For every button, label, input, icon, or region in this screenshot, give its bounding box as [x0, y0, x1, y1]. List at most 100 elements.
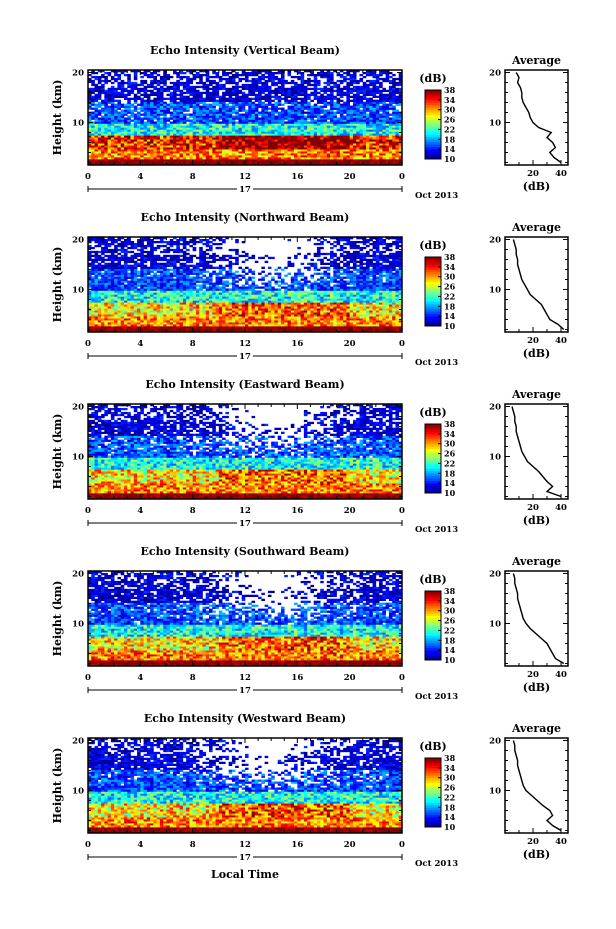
colorbar-unit-eastward: (dB): [419, 406, 446, 419]
x-tick-label-southward-3: 12: [239, 673, 251, 683]
x-tick-label-vertical-4: 16: [291, 172, 303, 182]
colorbar-tick-vertical-14: 14: [444, 144, 456, 154]
colorbar-eastward: [424, 423, 442, 494]
colorbar-tick-northward-10: 10: [444, 321, 456, 331]
average-profile-vertical: [504, 69, 569, 166]
average-profile-southward: [504, 570, 569, 667]
panel-westward: Echo Intensity (Westward Beam) 10 20 Height…: [51, 712, 569, 869]
x-tick-label-southward-0: 0: [85, 673, 91, 683]
day-label-southward: 17: [239, 686, 251, 696]
colorbar-tick-northward-22: 22: [444, 291, 455, 301]
average-y-tick-westward-10: 10: [489, 787, 501, 797]
panel-vertical: Echo Intensity (Vertical Beam) 10 20 Height…: [51, 44, 569, 201]
colorbar-unit-vertical: (dB): [419, 72, 446, 85]
average-y-tick-northward-10: 10: [489, 286, 501, 296]
colorbar-tick-eastward-34: 34: [444, 429, 456, 439]
average-x-tick-southward-40: 40: [555, 670, 567, 680]
average-x-tick-northward-20: 20: [527, 336, 539, 346]
day-label-vertical: 17: [239, 185, 251, 195]
colorbar-unit-northward: (dB): [419, 239, 446, 252]
average-x-label-westward: (dB): [523, 848, 550, 861]
x-tick-label-northward-2: 8: [190, 339, 196, 349]
colorbar-tick-eastward-38: 38: [444, 419, 456, 429]
average-y-tick-eastward-10: 10: [489, 453, 501, 463]
x-tick-label-westward-1: 4: [137, 840, 143, 850]
average-line-southward: [512, 573, 565, 665]
x-tick-label-southward-4: 16: [291, 673, 303, 683]
colorbar-tick-westward-34: 34: [444, 763, 456, 773]
y-tick-label-vertical-10: 10: [72, 119, 84, 129]
heatmap-southward: [88, 571, 403, 667]
colorbar-tick-eastward-14: 14: [444, 478, 456, 488]
colorbar-tick-southward-34: 34: [444, 596, 456, 606]
x-tick-label-eastward-5: 20: [344, 506, 356, 516]
x-tick-label-northward-1: 4: [137, 339, 143, 349]
average-y-tick-eastward-20: 20: [489, 403, 501, 413]
average-x-tick-westward-20: 20: [527, 837, 539, 847]
y-axis-label-eastward: Height (km): [51, 414, 64, 490]
panel-northward: Echo Intensity (Northward Beam) 10 20 Heigh…: [51, 211, 569, 368]
colorbar-tick-eastward-22: 22: [444, 458, 455, 468]
x-tick-label-vertical-3: 12: [239, 172, 251, 182]
colorbar-tick-westward-30: 30: [444, 773, 456, 783]
y-tick-label-westward-20: 20: [72, 737, 84, 747]
colorbar-southward: [424, 590, 442, 661]
month-label-southward: Oct 2013: [415, 692, 458, 702]
colorbar-tick-westward-18: 18: [444, 802, 456, 812]
panel-eastward: Echo Intensity (Eastward Beam) 10 20 Height…: [51, 378, 569, 535]
day-label-westward: 17: [239, 853, 251, 863]
heatmap-westward: [88, 738, 403, 834]
average-x-label-vertical: (dB): [523, 180, 550, 193]
colorbar-tick-eastward-18: 18: [444, 468, 456, 478]
x-tick-label-eastward-4: 16: [291, 506, 303, 516]
colorbar-tick-vertical-30: 30: [444, 105, 456, 115]
month-label-vertical: Oct 2013: [415, 191, 458, 201]
average-profile-northward: [504, 236, 569, 333]
y-axis-label-vertical: Height (km): [51, 80, 64, 156]
y-tick-label-southward-20: 20: [72, 570, 84, 580]
colorbar-tick-northward-38: 38: [444, 252, 456, 262]
x-tick-label-eastward-2: 8: [190, 506, 196, 516]
x-tick-label-westward-2: 8: [190, 840, 196, 850]
month-label-northward: Oct 2013: [415, 358, 458, 368]
x-tick-label-westward-6: 0: [399, 840, 405, 850]
average-x-tick-vertical-20: 20: [527, 169, 539, 179]
average-profile-eastward: [504, 403, 569, 500]
day-label-eastward: 17: [239, 519, 251, 529]
x-tick-label-eastward-1: 4: [137, 506, 143, 516]
colorbar-tick-southward-26: 26: [444, 616, 456, 626]
colorbar-unit-southward: (dB): [419, 573, 446, 586]
colorbar-tick-westward-10: 10: [444, 822, 456, 832]
x-tick-label-southward-1: 4: [137, 673, 143, 683]
average-title-eastward: Average: [511, 388, 561, 401]
colorbar-tick-eastward-26: 26: [444, 449, 456, 459]
colorbar-westward: [424, 757, 442, 828]
y-tick-label-westward-10: 10: [72, 787, 84, 797]
x-tick-label-northward-0: 0: [85, 339, 91, 349]
heatmap-northward: [88, 237, 403, 333]
x-tick-label-westward-5: 20: [344, 840, 356, 850]
day-label-northward: 17: [239, 352, 251, 362]
average-line-westward: [512, 740, 562, 832]
x-tick-label-westward-0: 0: [85, 840, 91, 850]
average-title-vertical: Average: [511, 54, 561, 67]
x-axis-label: Local Time: [211, 868, 279, 881]
average-x-label-eastward: (dB): [523, 514, 550, 527]
colorbar-tick-southward-22: 22: [444, 625, 455, 635]
colorbar-tick-westward-38: 38: [444, 753, 456, 763]
colorbar-tick-vertical-38: 38: [444, 85, 456, 95]
average-line-vertical: [515, 72, 562, 164]
chart-title-northward: Echo Intensity (Northward Beam): [141, 211, 350, 224]
average-line-eastward: [511, 406, 562, 498]
x-tick-label-westward-4: 16: [291, 840, 303, 850]
average-x-label-southward: (dB): [523, 681, 550, 694]
colorbar-unit-westward: (dB): [419, 740, 446, 753]
colorbar-tick-southward-14: 14: [444, 645, 456, 655]
chart-title-eastward: Echo Intensity (Eastward Beam): [145, 378, 344, 391]
average-line-northward: [512, 239, 565, 331]
colorbar-tick-northward-30: 30: [444, 272, 456, 282]
average-title-northward: Average: [511, 221, 561, 234]
x-tick-label-vertical-5: 20: [344, 172, 356, 182]
heatmap-eastward: [88, 404, 403, 500]
average-profile-westward: [504, 737, 569, 834]
